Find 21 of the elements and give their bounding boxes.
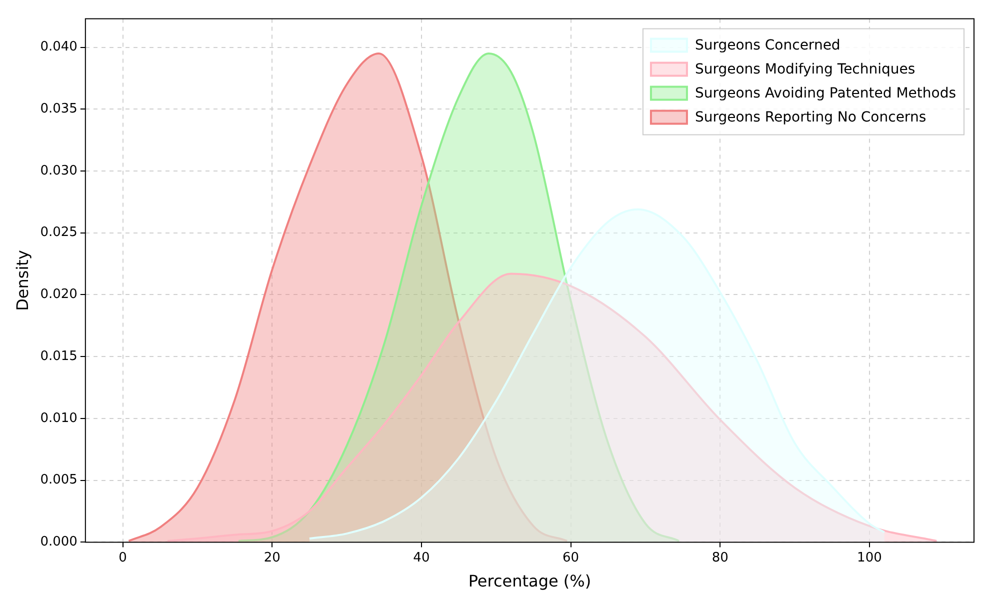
x-tick-label: 80 (712, 550, 728, 566)
legend-label: Surgeons Reporting No Concerns (694, 109, 926, 126)
y-axis-title: Density (12, 250, 32, 311)
y-tick-label: 0.015 (40, 348, 78, 364)
y-tick-label: 0.020 (40, 287, 78, 302)
y-tick-label: 0.025 (40, 225, 78, 240)
x-tick-label: 0 (118, 550, 127, 566)
y-tick-label: 0.040 (40, 40, 78, 55)
x-tick-label: 60 (562, 550, 580, 566)
legend-label: Surgeons Modifying Techniques (694, 61, 916, 78)
y-tick-label: 0.000 (40, 534, 78, 550)
x-tick-label: 40 (413, 550, 430, 566)
x-axis-title: Percentage (%) (468, 572, 592, 591)
y-tick-label: 0.030 (40, 163, 78, 178)
legend-label: Surgeons Avoiding Patented Methods (694, 85, 956, 102)
y-tick-label: 0.005 (40, 472, 78, 488)
y-tick-label: 0.010 (40, 410, 78, 426)
legend-label: Surgeons Concerned (694, 37, 840, 54)
y-tick-label: 0.035 (40, 102, 78, 116)
x-tick-label: 100 (857, 550, 882, 566)
x-tick-label: 20 (264, 550, 280, 566)
